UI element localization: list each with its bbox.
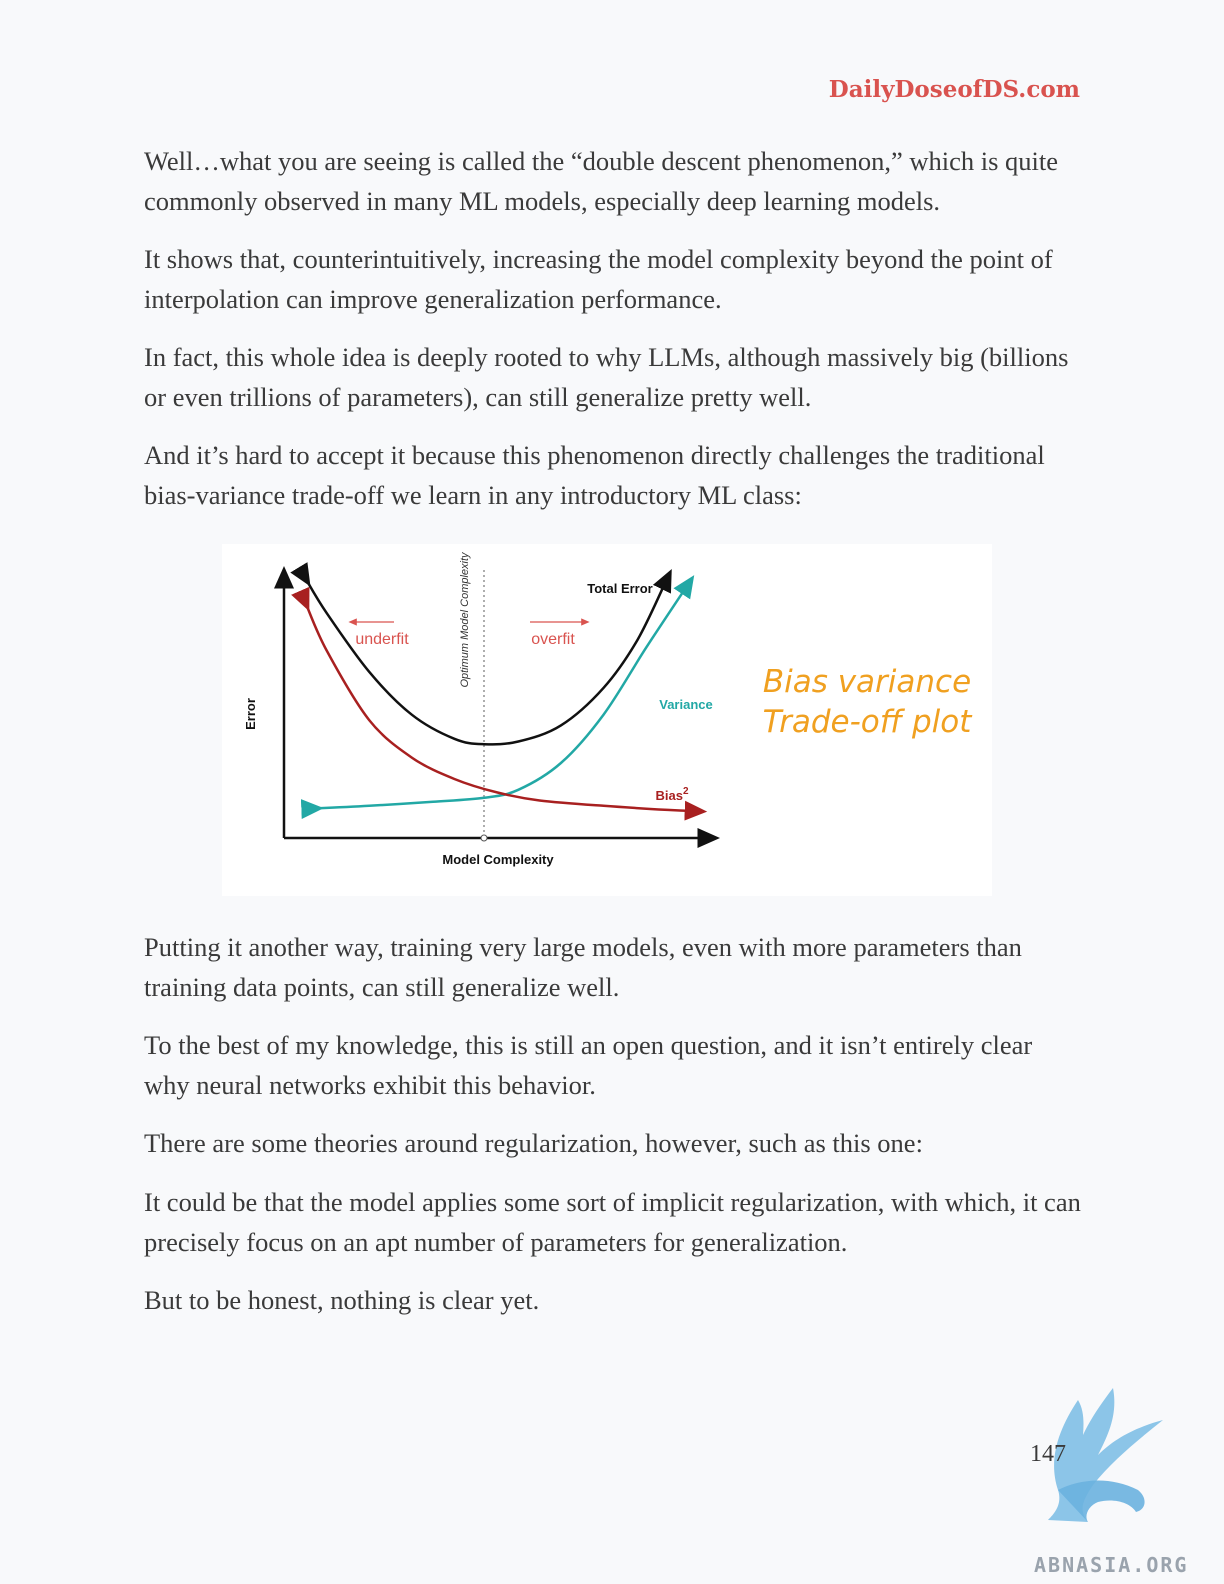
variance-label: Variance xyxy=(659,697,713,712)
annotation-line-1: Bias variance xyxy=(762,664,972,700)
overfit-label: overfit xyxy=(531,631,575,648)
x-axis-label: Model Complexity xyxy=(442,852,554,867)
paragraph: It shows that, counterintuitively, incre… xyxy=(144,244,1053,314)
total-error-label: Total Error xyxy=(587,581,653,596)
y-axis-label: Error xyxy=(243,698,258,730)
watermark-text: ABNASIA.ORG xyxy=(1034,1553,1189,1577)
paragraph: There are some theories around regulariz… xyxy=(144,1128,923,1158)
site-name: DailyDoseofDS.com xyxy=(828,76,1080,103)
optimum-marker xyxy=(480,834,488,842)
paragraph: But to be honest, nothing is clear yet. xyxy=(144,1285,540,1315)
paragraph: It could be that the model applies some … xyxy=(144,1187,1081,1257)
bias-variance-chart: Error Model Complexity Optimum Model Com… xyxy=(222,544,992,896)
paragraph: Putting it another way, training very la… xyxy=(144,932,1022,1002)
page-number: 147 xyxy=(1030,1441,1066,1467)
abnasia-logo xyxy=(1048,1388,1163,1522)
annotation-line-2: Trade-off plot xyxy=(762,704,972,740)
paragraph: To the best of my knowledge, this is sti… xyxy=(144,1030,1033,1100)
bias-line xyxy=(291,586,708,821)
optimum-label: Optimum Model Complexity xyxy=(459,551,471,688)
underfit-label: underfit xyxy=(355,631,409,648)
figure-annotation: Bias variance Trade-off plot xyxy=(742,662,992,742)
paragraph: And it’s hard to accept it because this … xyxy=(144,440,1045,510)
paragraph: Well…what you are seeing is called the “… xyxy=(144,146,1059,216)
paragraph: In fact, this whole idea is deeply roote… xyxy=(144,342,1069,412)
bias-variance-figure: Error Model Complexity Optimum Model Com… xyxy=(222,544,992,896)
bias-label: Bias2 xyxy=(655,786,688,803)
